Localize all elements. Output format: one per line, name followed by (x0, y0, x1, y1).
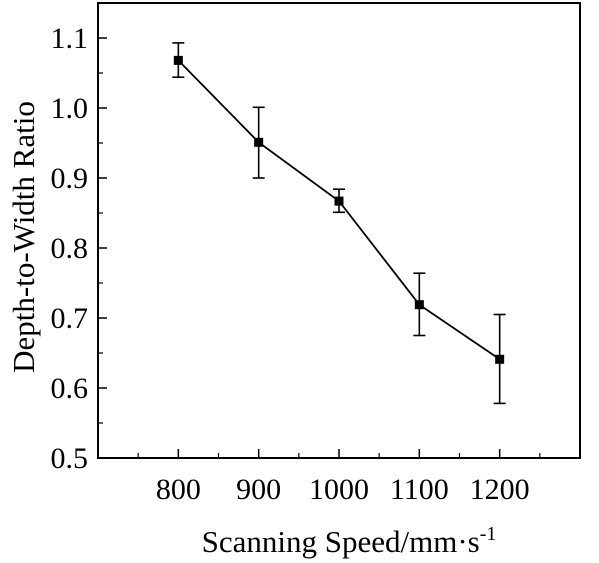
x-tick-label: 1000 (309, 473, 369, 506)
y-axis-tick-labels: 0.5 0.6 0.7 0.8 0.9 1.0 1.1 (51, 22, 89, 475)
y-tick-label: 0.8 (51, 232, 89, 265)
x-axis-title: Scanning Speed/mm·s-1 (202, 523, 497, 559)
x-axis-ticks (137, 449, 541, 458)
x-tick-label: 1100 (390, 473, 449, 506)
data-markers (173, 55, 505, 364)
data-point (334, 196, 344, 206)
plot-frame (97, 2, 581, 459)
x-tick-label: 900 (236, 473, 281, 506)
plot-border (97, 2, 581, 459)
data-point (414, 300, 424, 310)
y-axis-ticks (98, 37, 107, 459)
y-tick-label: 0.6 (51, 372, 89, 405)
x-tick-label: 1200 (470, 473, 530, 506)
y-tick-label: 1.0 (51, 92, 89, 125)
data-point (254, 137, 264, 147)
x-tick-label: 800 (156, 473, 201, 506)
y-tick-label: 1.1 (51, 22, 89, 55)
data-point (173, 55, 183, 65)
y-axis-title: Depth-to-Width Ratio (6, 101, 41, 373)
x-axis-tick-labels: 800 900 1000 1100 1200 (156, 473, 530, 506)
y-tick-label: 0.9 (51, 162, 89, 195)
error-bars (172, 42, 506, 405)
data-point (495, 354, 505, 364)
x-axis-title-superscript: -1 (480, 523, 497, 545)
x-axis-title-text: Scanning Speed/mm·s (202, 524, 480, 559)
y-tick-label: 0.7 (51, 302, 89, 335)
y-tick-label: 0.5 (51, 442, 89, 475)
